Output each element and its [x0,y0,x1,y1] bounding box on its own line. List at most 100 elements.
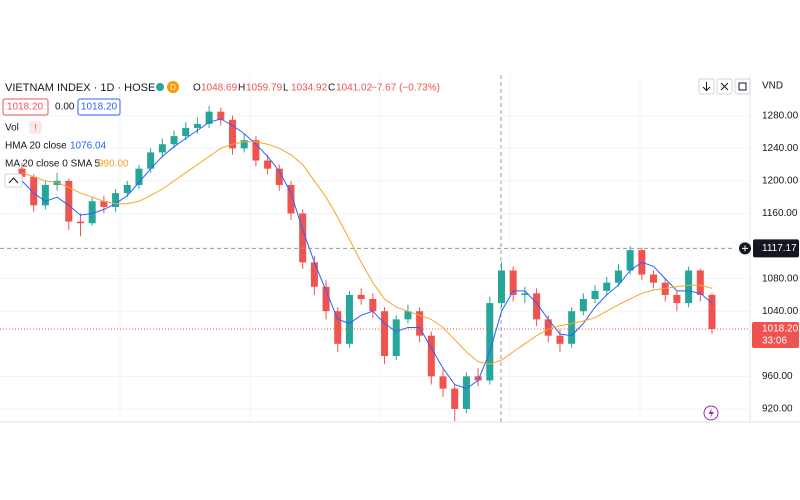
candle-body [544,319,552,336]
candle-body [626,250,634,271]
candle-body [123,184,131,194]
y-tick-label: 1080.00 [762,273,799,284]
ohlc-key: O [193,83,201,94]
sell-button[interactable] [2,98,49,116]
badge: D [170,83,176,92]
countdown: 33:06 [762,336,787,347]
candle-body [345,294,353,344]
icon [720,82,729,91]
candle-body [158,144,166,153]
y-tick-label: 1280.00 [762,110,799,121]
candle-body [264,160,272,169]
candle-body [30,176,38,206]
candle-body [252,140,260,161]
y-tick-label: 960.00 [762,371,793,382]
buy-button[interactable] [77,98,121,116]
candle-body [696,270,704,295]
candle-body [556,335,564,344]
candle-body [462,376,470,409]
candle-body [112,193,120,207]
candle-body [229,119,237,149]
candle-body [357,294,365,300]
crosshair-label: 1117.17 [762,243,797,254]
ohlc-value: 1034.92 [291,83,328,94]
candle-body [521,293,529,295]
last-price-box [752,321,799,348]
candle-body [381,311,389,357]
candle-body [147,152,155,169]
candle-body [369,299,377,312]
legend-value: 990.00 [98,159,129,170]
candle-body [76,221,84,224]
icon [702,82,711,92]
warning-icon: ! [34,122,37,132]
candle-body [65,180,73,222]
currency: VND [762,81,783,92]
candle-body [100,201,108,207]
collapse-button[interactable] [4,173,23,188]
candle-body [439,376,447,389]
candle-body [135,168,143,185]
crosshair-label-box [753,239,799,258]
change: −7.67 (−0.73%) [371,83,440,94]
candle-body [287,184,295,214]
candle-body [509,270,517,295]
candle-body [451,388,459,409]
candle-body [404,311,412,320]
ohlc: O 1048.69 H 1059.79 L 1034.92 C 1041.02 [193,83,373,94]
candle-body [334,311,342,344]
status-dot [156,83,164,91]
candle-body [416,311,424,336]
candle-body [182,127,190,137]
legend-entry: MA 20 close 0 SMA 5 [5,159,100,170]
ohlc-value: 1059.79 [246,83,283,94]
candle-body [88,201,96,224]
add-icon [742,245,748,252]
candle-body [310,262,318,287]
indicator-line [21,118,713,390]
candle-body [614,270,622,283]
ohlc-value: 1041.02 [336,83,373,94]
ohlc-key: H [238,83,245,94]
ohlc-value: 1048.69 [201,83,238,94]
y-tick-label: 1200.00 [762,176,799,187]
candle-body [41,184,49,206]
candle-body [205,111,213,124]
candle-body [275,168,283,185]
candle-body [568,311,576,344]
candle-body [579,299,587,312]
badge-circle [167,81,179,93]
spread: 0.00 [55,102,75,113]
candle-body [322,286,330,312]
legend-entry: HMA 20 close [5,141,67,152]
last-price-label: 1018.20 [762,324,799,335]
candle-body [497,270,505,304]
plot [0,105,750,422]
y-tick-label: 1160.00 [762,208,798,219]
candle-body [591,290,599,300]
sell-price[interactable]: 1018.20 [7,102,44,113]
candle-body [240,140,248,149]
indicator-line [21,141,713,365]
candle-body [708,294,716,329]
candle-body [486,303,494,381]
fullscreen-button[interactable] [734,78,751,95]
y-tick-label: 920.00 [762,404,793,415]
ohlc-key: L [283,83,289,94]
buy-price[interactable]: 1018.20 [81,102,118,113]
alert-icon [708,408,714,418]
candle-body [650,274,658,283]
candle-body [193,123,201,128]
candle-body [427,335,435,377]
candle-body [217,111,225,120]
toolbar [698,78,751,95]
warning-badge[interactable] [29,121,42,134]
candle-body [603,282,611,291]
candle-body [673,294,681,304]
icon [738,82,747,91]
candle-body [533,293,541,320]
candle-body [170,136,178,145]
y-tick-label: 1040.00 [762,306,799,317]
